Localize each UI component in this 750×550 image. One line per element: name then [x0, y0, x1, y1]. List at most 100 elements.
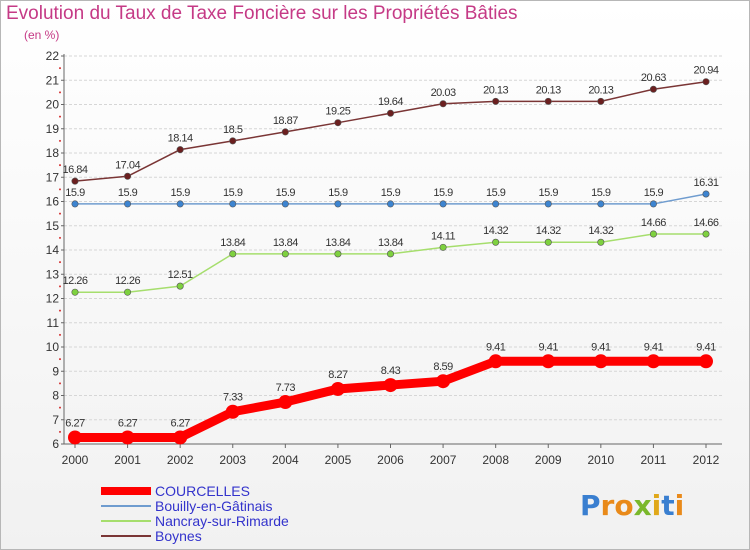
data-label: 19.64 — [378, 96, 403, 108]
y-tick-label: 14 — [46, 243, 60, 257]
data-point — [439, 200, 447, 208]
y-minor-dot — [59, 406, 61, 409]
y-minor-dot — [59, 358, 61, 361]
data-label: 17.04 — [115, 159, 140, 171]
data-label: 15.9 — [328, 187, 348, 199]
logo-letter: x — [633, 489, 652, 522]
x-tick-label: 2003 — [219, 453, 246, 467]
data-label: 15.9 — [591, 187, 611, 199]
chart-title: Evolution du Taux de Taxe Foncière sur l… — [6, 3, 518, 24]
data-point — [120, 430, 135, 445]
data-label: 13.84 — [220, 237, 245, 249]
y-tick-label: 9 — [52, 364, 59, 378]
data-label: 8.27 — [328, 369, 348, 381]
data-point — [124, 172, 132, 180]
logo-letter: t — [661, 489, 675, 522]
data-point — [334, 250, 342, 258]
data-label: 9.41 — [644, 341, 664, 353]
legend-label: Boynes — [155, 528, 202, 544]
x-tick-label: 2012 — [693, 453, 720, 467]
y-minor-dot — [59, 164, 61, 167]
data-label: 20.94 — [693, 65, 718, 77]
x-tick-label: 2009 — [535, 453, 562, 467]
data-point — [649, 85, 657, 93]
data-point — [176, 200, 184, 208]
data-point — [593, 354, 608, 369]
x-tick-label: 2006 — [377, 453, 404, 467]
data-point — [702, 190, 710, 198]
data-label: 18.14 — [168, 133, 193, 145]
data-label: 9.41 — [486, 341, 506, 353]
data-point — [71, 177, 79, 185]
legend-label: COURCELLES — [155, 483, 250, 499]
y-tick-label: 13 — [46, 267, 60, 281]
data-point — [334, 119, 342, 127]
logo-letter: o — [614, 489, 634, 522]
data-point — [541, 354, 556, 369]
logo-letter: P — [580, 489, 601, 522]
data-label: 15.9 — [644, 187, 664, 199]
y-axis-unit-label: (en %) — [24, 28, 60, 42]
data-label: 8.43 — [381, 365, 401, 377]
data-point — [386, 109, 394, 117]
data-point — [439, 100, 447, 108]
data-label: 14.66 — [693, 217, 718, 229]
data-label: 13.84 — [378, 237, 403, 249]
data-point — [229, 137, 237, 145]
data-label: 13.84 — [325, 237, 350, 249]
data-label: 20.13 — [588, 84, 613, 96]
series-bouilly-en-g-tinais: 15.9 15.9 15.9 15.9 15.9 15.9 15.9 15.9 15.9 15.9… — [65, 177, 719, 208]
y-tick-label: 6 — [52, 437, 59, 451]
data-point — [597, 97, 605, 105]
data-label: 9.41 — [539, 341, 559, 353]
y-tick-label: 18 — [46, 146, 60, 160]
x-tick-label: 2010 — [587, 453, 614, 467]
data-point — [597, 238, 605, 246]
data-label: 18.5 — [223, 124, 243, 136]
logo-letter: i — [674, 489, 685, 522]
data-label: 15.9 — [118, 187, 138, 199]
data-label: 16.31 — [693, 177, 718, 189]
data-point — [71, 200, 79, 208]
data-label: 14.32 — [536, 225, 561, 237]
data-label: 18.87 — [273, 115, 298, 127]
data-label: 9.41 — [696, 341, 716, 353]
data-point — [176, 282, 184, 290]
legend-label: Bouilly-en-Gâtinais — [155, 498, 273, 514]
y-tick-label: 10 — [46, 340, 60, 354]
data-point — [436, 374, 451, 389]
y-minor-dot — [59, 430, 61, 433]
y-minor-dot — [59, 236, 61, 239]
data-label: 15.9 — [486, 187, 506, 199]
y-tick-label: 15 — [46, 219, 60, 233]
data-label: 12.26 — [62, 275, 87, 287]
data-label: 7.73 — [276, 382, 296, 394]
y-tick-label: 12 — [46, 292, 60, 306]
logo-letter: r — [600, 489, 615, 522]
legend: COURCELLESBouilly-en-GâtinaisNancray-sur… — [101, 483, 289, 544]
y-minor-dot — [59, 333, 61, 336]
data-point — [699, 354, 713, 369]
data-label: 16.84 — [62, 164, 87, 176]
data-label: 20.13 — [483, 84, 508, 96]
y-minor-dot — [59, 309, 61, 312]
data-point — [278, 395, 293, 410]
y-axis: 6 7 8 9 10 11 12 13 14 15 16 17 18 19 20 21 22 — [46, 49, 65, 451]
y-minor-dot — [59, 382, 61, 385]
y-tick-label: 19 — [46, 122, 60, 136]
data-label: 20.13 — [536, 84, 561, 96]
logo-letter: i — [651, 489, 662, 522]
y-minor-dot — [59, 212, 61, 215]
y-tick-label: 11 — [47, 316, 60, 330]
data-label: 15.9 — [223, 187, 243, 199]
data-label: 13.84 — [273, 237, 298, 249]
data-label: 15.9 — [276, 187, 296, 199]
y-tick-label: 16 — [46, 195, 60, 209]
proxiti-logo: Proxiti — [580, 489, 684, 522]
y-tick-label: 21 — [46, 73, 60, 87]
y-minor-dot — [59, 188, 61, 191]
data-label: 15.9 — [433, 187, 453, 199]
data-point — [544, 97, 552, 105]
data-label: 15.9 — [539, 187, 559, 199]
data-point — [646, 354, 661, 369]
